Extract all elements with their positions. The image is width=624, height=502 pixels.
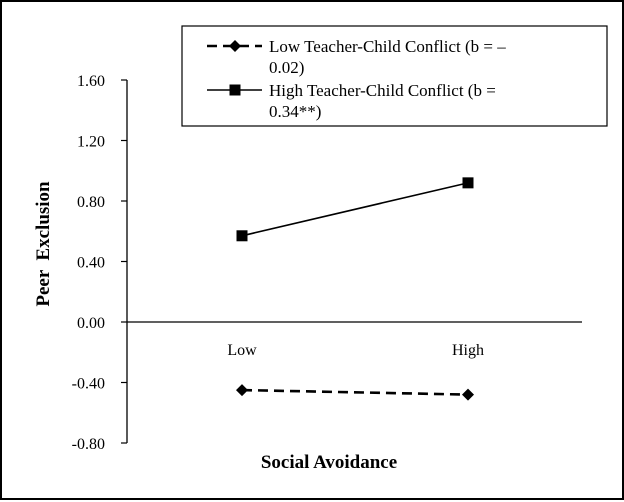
data-point-square bbox=[236, 230, 248, 242]
y-tick-label: -0.40 bbox=[72, 376, 105, 393]
y-tick-label: 1.20 bbox=[77, 134, 105, 151]
series-0 bbox=[236, 384, 474, 401]
legend-box bbox=[181, 25, 608, 127]
series-layer bbox=[236, 177, 474, 401]
legend: Low Teacher-Child Conflict (b = – 0.02) Hi… bbox=[181, 25, 608, 127]
y-ticks: 1.60 1.20 0.80 0.40 0.00 -0.40 -0.80 bbox=[72, 73, 127, 453]
y-tick-label: 0.40 bbox=[77, 255, 105, 272]
series-line bbox=[241, 182, 469, 237]
legend-label: Low Teacher-Child Conflict (b = – bbox=[269, 37, 506, 56]
axes bbox=[126, 80, 582, 443]
y-tick-label: 1.60 bbox=[77, 73, 105, 90]
x-axis-title: Social Avoidance bbox=[261, 452, 397, 473]
x-category-label: Low bbox=[227, 342, 257, 359]
series-line bbox=[241, 388, 469, 396]
x-category-labels: Low High bbox=[227, 342, 484, 359]
data-point-diamond bbox=[229, 40, 241, 52]
data-point-diamond bbox=[236, 384, 248, 397]
x-category-label: High bbox=[452, 342, 484, 359]
legend-label: 0.02) bbox=[269, 58, 304, 77]
data-point-square bbox=[229, 84, 241, 96]
y-tick-label: 0.00 bbox=[77, 315, 105, 332]
legend-label: 0.34**) bbox=[269, 102, 321, 121]
data-point-square bbox=[462, 177, 474, 189]
y-tick-label: 0.80 bbox=[77, 194, 105, 211]
legend-label: High Teacher-Child Conflict (b = bbox=[269, 81, 496, 100]
series-1 bbox=[236, 177, 474, 242]
y-tick-label: -0.80 bbox=[72, 436, 105, 453]
data-point-diamond bbox=[462, 388, 474, 401]
y-axis-title: Peer Exclusion bbox=[33, 181, 54, 307]
